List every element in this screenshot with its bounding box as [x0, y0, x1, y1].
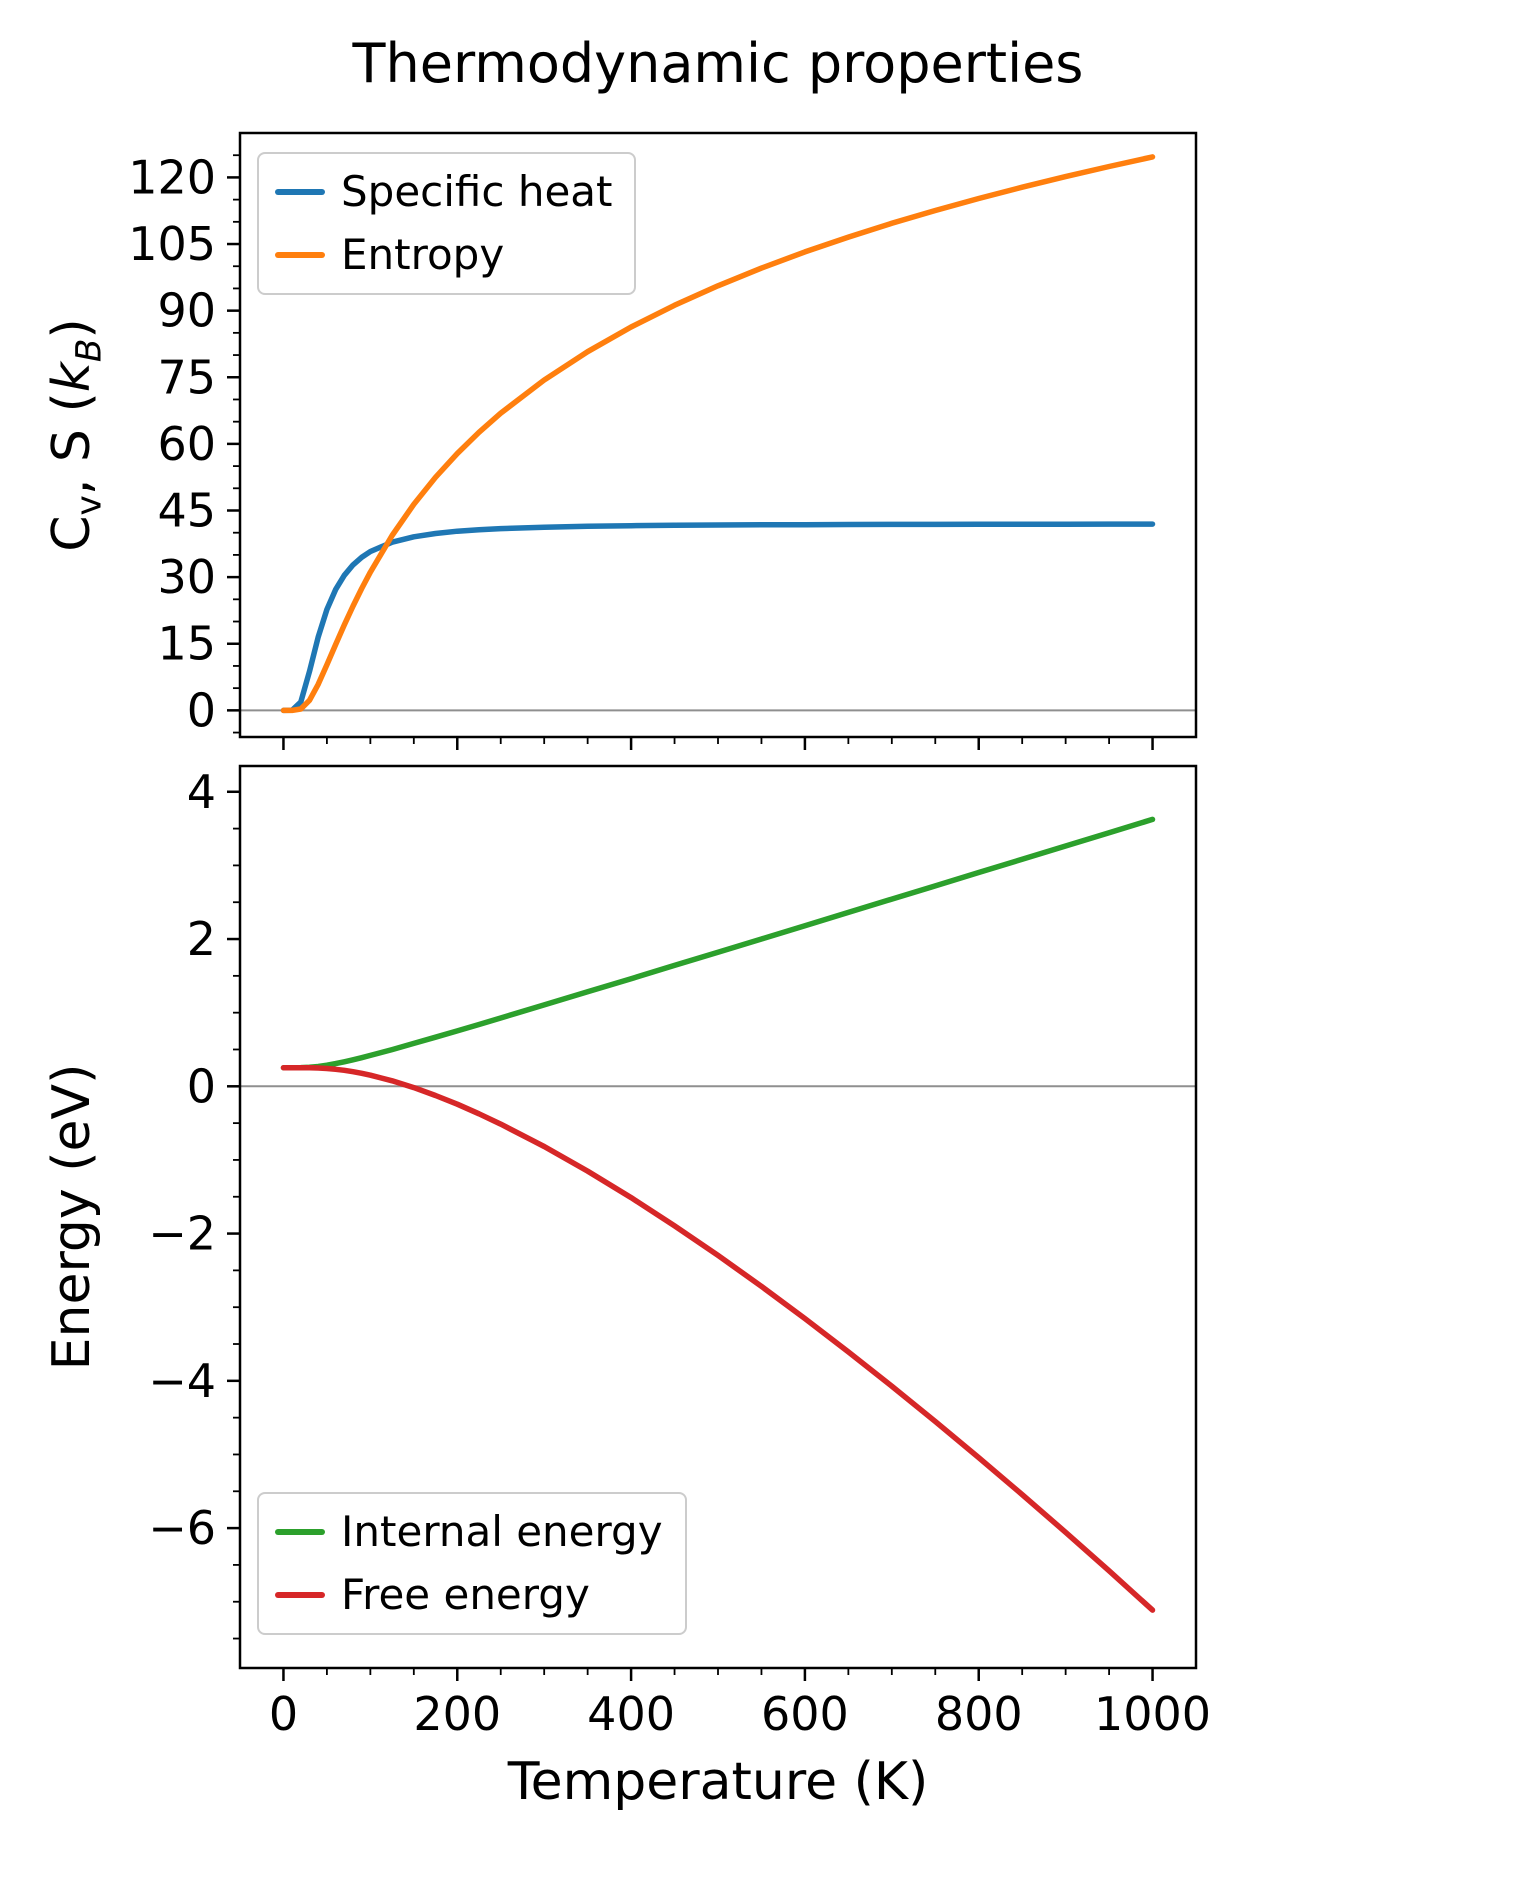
y-tick-label: −4	[148, 1354, 216, 1408]
series-entropy	[280, 154, 1156, 714]
y-tick-label: 45	[157, 484, 216, 538]
legend-item-entropy: Entropy	[275, 229, 612, 282]
y-tick-label: −2	[148, 1207, 216, 1261]
panel-0: 0 15 30 45 60 75 90 105 120	[128, 131, 1198, 750]
ylabel-segment: Energy (eV)	[42, 1063, 102, 1371]
legend-label-specific-heat: Specific heat	[341, 167, 613, 216]
legend-item-free-energy: Free energy	[275, 1569, 663, 1622]
legend-label-free-energy: Free energy	[341, 1569, 590, 1619]
y-tick-label: 90	[157, 284, 216, 338]
series-specific-heat	[280, 521, 1156, 714]
legend-line-specific-heat	[275, 189, 325, 196]
y-axis-label-thermal: Cv, S (kB)	[37, 85, 110, 785]
y-tick-label: 75	[157, 350, 216, 404]
legend-line-internal-energy	[275, 1529, 325, 1536]
ylabel-segment: )	[42, 318, 102, 339]
legend-thermal: Specific heat Entropy	[257, 152, 637, 295]
y-tick-label: 0	[187, 683, 216, 737]
y-tick-label: 2	[187, 912, 216, 966]
x-tick-label: 600	[761, 1687, 849, 1741]
figure-title: Thermodynamic properties	[352, 32, 1084, 95]
ylabel-segment: , S (	[42, 392, 102, 496]
legend-line-free-energy	[275, 1591, 325, 1598]
y-tick-label: 30	[157, 550, 216, 604]
x-tick-label: 200	[413, 1687, 501, 1741]
y-tick-label: 4	[187, 765, 216, 819]
x-tick-label: 400	[587, 1687, 675, 1741]
x-tick-label: 1000	[1094, 1687, 1211, 1741]
ylabel-segment: B	[69, 338, 110, 363]
ylabel-segment: k	[42, 362, 102, 393]
y-tick-label: 120	[128, 150, 216, 204]
series-free-energy	[280, 1064, 1156, 1613]
panel-1: 0 200 400 600 800 1000 −6 −4 −2 0 2 4	[148, 764, 1211, 1741]
legend-energy: Internal energy Free energy	[257, 1492, 687, 1635]
ylabel-segment: C	[42, 515, 102, 552]
y-tick-label: 105	[128, 217, 216, 271]
legend-label-internal-energy: Internal energy	[341, 1507, 663, 1556]
legend-item-internal-energy: Internal energy	[275, 1506, 663, 1559]
y-tick-label: 0	[187, 1059, 216, 1113]
y-tick-label: 15	[157, 617, 216, 671]
x-tick-label: 0	[269, 1687, 298, 1741]
y-tick-label: 60	[157, 417, 216, 471]
x-axis-label: Temperature (K)	[507, 1752, 929, 1812]
legend-item-specific-heat: Specific heat	[275, 166, 612, 219]
legend-label-entropy: Entropy	[341, 229, 505, 279]
y-axis-label-energy: Energy (eV)	[37, 867, 107, 1567]
legend-line-entropy	[275, 251, 325, 258]
y-tick-label: −6	[148, 1501, 216, 1555]
x-tick-label: 800	[935, 1687, 1023, 1741]
ylabel-segment: v	[69, 495, 110, 516]
series-internal-energy	[280, 816, 1156, 1071]
